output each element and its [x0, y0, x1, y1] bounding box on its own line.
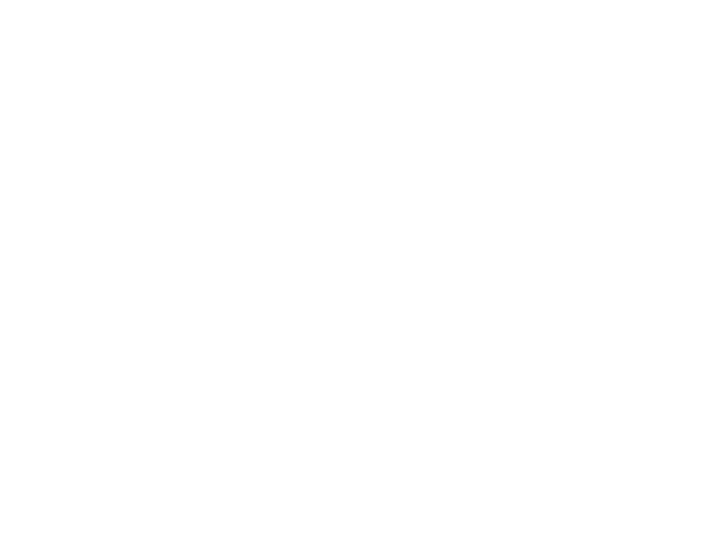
Text: $v_x = v_y$: $v_x = v_y$	[336, 214, 384, 230]
Text: (14-23): (14-23)	[642, 355, 688, 368]
Text: x: x	[387, 405, 395, 418]
Text: 45°: 45°	[329, 400, 348, 410]
Text: Slope m – 1: Slope m – 1	[500, 380, 573, 393]
Text: 0: 0	[306, 418, 313, 428]
Text: Case I:: Case I:	[29, 108, 82, 122]
Text: $(v_x - v_y)^2 = 0$: $(v_x - v_y)^2 = 0$	[315, 188, 405, 211]
Text: Then, Eq. (14-21) reduces to:: Then, Eq. (14-21) reduces to:	[29, 134, 212, 147]
Text: Measurement of Phase Using Lissajous
Figures:: Measurement of Phase Using Lissajous Fig…	[29, 19, 640, 80]
Text: y: y	[320, 332, 327, 345]
Text: When $\varphi$ = 0°,   cos $\varphi$ = 1,   sin$\varphi$ = 0: When $\varphi$ = 0°, cos $\varphi$ = 1, …	[85, 108, 356, 126]
Text: Case II:: Case II:	[29, 286, 87, 300]
Text: Then Eq. (14-21) reduces to:: Then Eq. (14-21) reduces to:	[29, 325, 208, 338]
Text: φ – 0°: φ – 0°	[126, 380, 163, 393]
Text: $v_x^2 + v_y^2 - 2v_x v_y = 0$: $v_x^2 + v_y^2 - 2v_x v_y = 0$	[295, 162, 425, 186]
Text: (14-22): (14-22)	[642, 214, 688, 227]
Text: $v_x^2 + v_y^2 - \sqrt{2}\,v_x v_y = \dfrac{A^2}{2}$: $v_x^2 + v_y^2 - \sqrt{2}\,v_x v_y = \df…	[284, 355, 436, 388]
Text: When 0 < $\varphi$ < 90,   $\varphi$ = 45°,   cos $\varphi$ = $\dfrac{1}{\sqrt{2: When 0 < $\varphi$ < 90, $\varphi$ = 45°…	[95, 286, 505, 320]
Text: Figure 14-11(a): Figure 14-11(a)	[29, 494, 138, 507]
Text: Equation (14-22) represents a straight line with slope 45°,  i.e., m = 1. The st: Equation (14-22) represents a straight l…	[29, 242, 671, 273]
Text: Lissajous figure at φ = 0° is a straight line with slope m = 1: Lissajous figure at φ = 0° is a straight…	[126, 494, 513, 507]
